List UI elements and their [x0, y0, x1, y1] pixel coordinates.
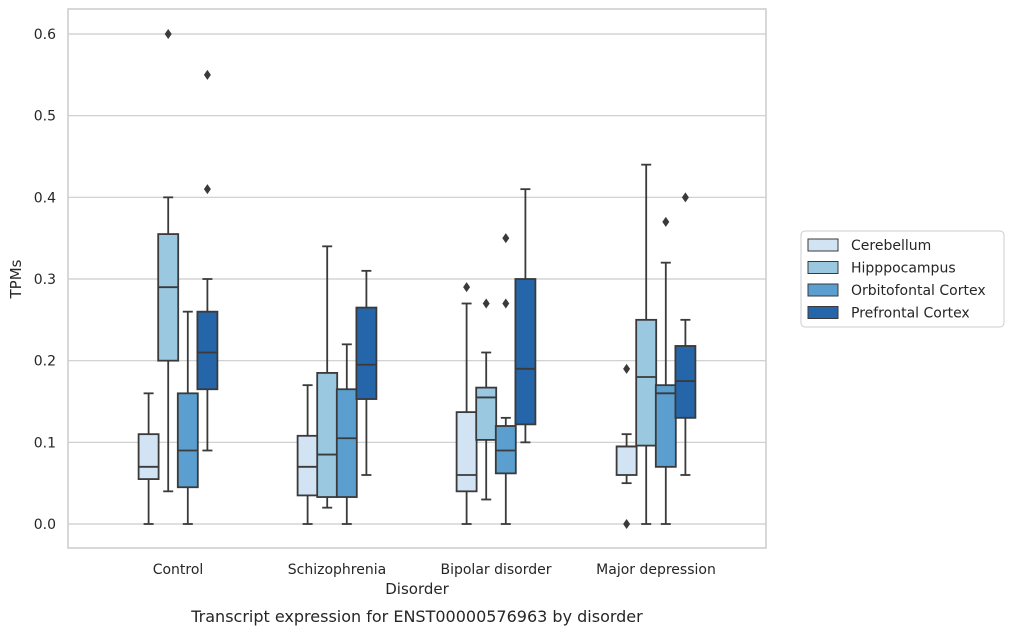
outlier-marker: [623, 519, 631, 529]
box-plot-marks: [137, 29, 697, 529]
legend-swatch: [807, 306, 839, 319]
x-tick-label: Major depression: [596, 562, 716, 578]
box-body: [316, 372, 339, 498]
box-0-3: [615, 363, 638, 529]
x-tick-label: Schizophrenia: [288, 562, 386, 578]
box-body: [514, 278, 537, 426]
box-body: [157, 233, 180, 362]
chart-caption: Transcript expression for ENST0000057696…: [190, 607, 643, 626]
outlier-marker: [662, 216, 670, 227]
legend-label: Hipppocampus: [851, 261, 956, 277]
box-body: [475, 386, 498, 441]
legend-label: Cerebellum: [851, 238, 931, 254]
outlier-marker: [681, 192, 689, 203]
legend-swatch: [807, 261, 839, 274]
x-axis-label: Disorder: [385, 580, 449, 598]
legend-label: Orbitofontal Cortex: [851, 283, 986, 299]
box-body: [335, 388, 358, 498]
box-body: [654, 384, 677, 468]
y-tick-label: 0.0: [34, 517, 56, 533]
box-0-0: [137, 392, 160, 525]
y-tick-label: 0.2: [34, 354, 56, 370]
box-3-0: [196, 69, 219, 452]
legend: Cerebellum Hipppocampus Orbitofontal Corte…: [800, 230, 1005, 328]
outlier-marker: [203, 69, 211, 80]
box-2-0: [176, 310, 199, 525]
x-tick-label: Control: [153, 562, 204, 578]
outlier-marker: [463, 282, 471, 293]
outlier-marker: [164, 29, 172, 39]
box-body: [176, 392, 199, 489]
y-tick-label: 0.6: [34, 27, 56, 43]
box-body: [296, 434, 319, 497]
outlier-marker: [623, 363, 631, 374]
x-tick-label: Bipolar disorder: [440, 562, 551, 578]
y-tick-label: 0.4: [34, 190, 56, 206]
outlier-marker: [502, 233, 510, 244]
outlier-marker: [502, 298, 510, 309]
box-2-1: [335, 343, 358, 525]
box-3-1: [355, 269, 378, 476]
legend-label: Prefrontal Cortex: [851, 306, 970, 322]
legend-swatch: [807, 283, 839, 297]
y-tick-labels: 0.0 0.1 0.2 0.3 0.4 0.5 0.6: [34, 27, 56, 533]
y-axis-label: TPMs: [7, 259, 25, 299]
box-3-3: [674, 192, 697, 476]
outlier-marker: [203, 184, 211, 195]
y-tick-label: 0.5: [34, 109, 56, 125]
box-0-1: [296, 384, 319, 525]
plot-frame: [67, 8, 767, 549]
box-1-1: [316, 245, 339, 509]
box-2-3: [654, 216, 677, 525]
box-body: [615, 445, 638, 476]
box-0-2: [455, 282, 478, 525]
box-1-3: [635, 163, 658, 525]
legend-frame: [800, 230, 1005, 328]
box-body: [355, 306, 378, 400]
box-body: [137, 433, 160, 480]
box-body: [196, 310, 219, 391]
y-tick-label: 0.3: [34, 272, 56, 288]
box-1-2: [475, 298, 498, 501]
outlier-marker: [482, 298, 490, 309]
y-tick-label: 0.1: [34, 435, 56, 451]
box-1-0: [157, 29, 180, 493]
box-2-2: [494, 233, 517, 525]
box-body: [455, 411, 478, 493]
legend-swatch: [807, 238, 839, 252]
box-body: [635, 318, 658, 447]
x-tick-labels: Control Schizophrenia Bipolar disorder Majo…: [153, 562, 716, 578]
box-3-2: [514, 188, 537, 444]
